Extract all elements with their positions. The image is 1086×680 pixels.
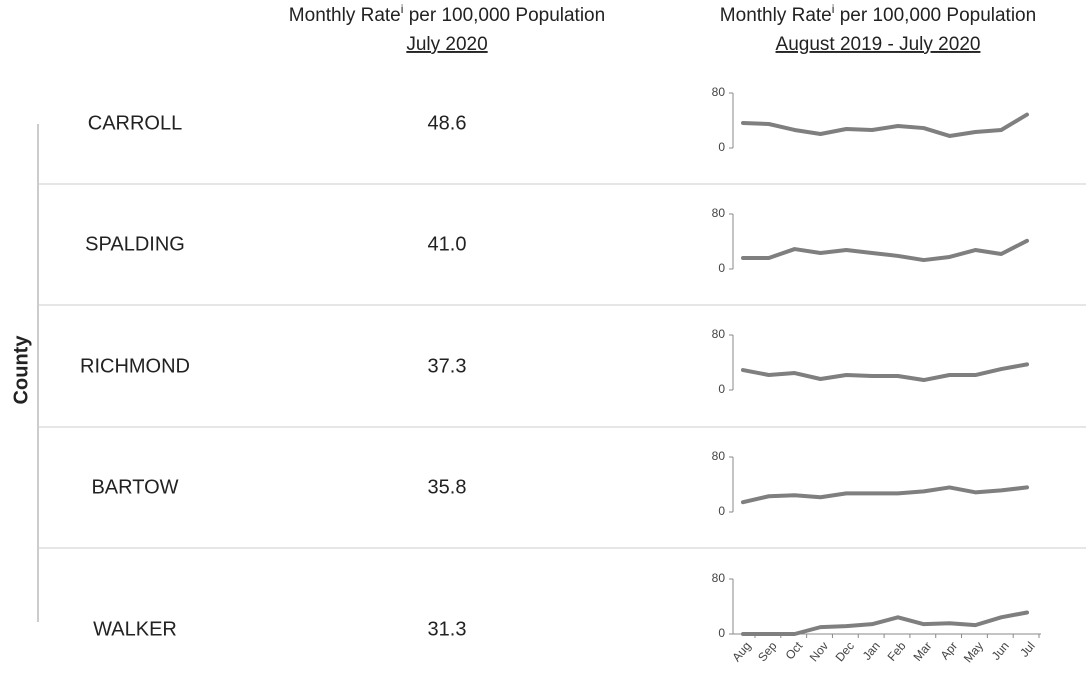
axis-label: County xyxy=(10,335,32,405)
county-name: SPALDING xyxy=(85,233,185,255)
y-tick-label: 80 xyxy=(712,327,726,341)
header-period: July 2020 xyxy=(406,34,487,55)
county-name: CARROLL xyxy=(88,112,182,134)
rate-value: 41.0 xyxy=(428,233,467,255)
superscript: i xyxy=(401,2,404,16)
month-label: May xyxy=(961,639,986,665)
header-period: August 2019 - July 2020 xyxy=(776,34,981,55)
sparkline xyxy=(741,610,1029,636)
month-label: Jun xyxy=(989,639,1012,663)
month-label: Sep xyxy=(755,639,780,665)
y-tick-label: 0 xyxy=(718,626,725,640)
rate-value: 48.6 xyxy=(428,112,467,134)
county-name: WALKER xyxy=(93,618,177,640)
rate-value: 35.8 xyxy=(428,476,467,498)
header-text: per 100,000 Population xyxy=(834,5,1036,26)
y-tick-label: 0 xyxy=(718,140,725,154)
month-label: Feb xyxy=(885,639,909,664)
month-label: Oct xyxy=(783,638,806,662)
month-label: Aug xyxy=(729,639,753,664)
sparkline xyxy=(741,362,1029,383)
rate-value: 31.3 xyxy=(428,618,467,640)
header-title: Monthly Ratei per 100,000 Population xyxy=(289,2,605,26)
y-tick-label: 0 xyxy=(718,504,725,518)
superscript: i xyxy=(832,2,835,16)
month-label: Dec xyxy=(833,639,857,664)
header-text: Monthly Rate xyxy=(289,5,401,26)
y-tick-label: 80 xyxy=(712,449,726,463)
month-label: Jul xyxy=(1017,639,1038,660)
sparkline xyxy=(741,485,1029,505)
month-label: Jan xyxy=(860,639,883,663)
sparkline xyxy=(741,112,1029,138)
y-tick-label: 80 xyxy=(712,85,726,99)
month-label: Nov xyxy=(807,639,831,664)
sparkline xyxy=(741,238,1029,263)
header-title: Monthly Ratei per 100,000 Population xyxy=(720,2,1036,26)
county-name: BARTOW xyxy=(91,476,178,498)
header-text: Monthly Rate xyxy=(720,5,832,26)
y-tick-label: 80 xyxy=(712,571,726,585)
y-tick-label: 0 xyxy=(718,261,725,275)
county-name: RICHMOND xyxy=(80,355,190,377)
y-tick-label: 0 xyxy=(718,382,725,396)
month-label: Mar xyxy=(910,639,934,664)
rate-value: 37.3 xyxy=(428,355,467,377)
month-label: Apr xyxy=(938,639,961,662)
y-tick-label: 80 xyxy=(712,206,726,220)
header-text: per 100,000 Population xyxy=(403,5,605,26)
